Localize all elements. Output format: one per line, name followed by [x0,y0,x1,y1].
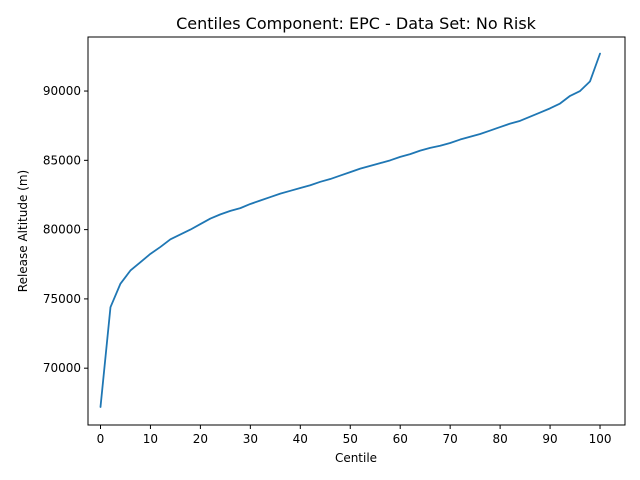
x-tick-label: 60 [393,432,408,446]
x-tick-label: 20 [193,432,208,446]
y-tick-label: 90000 [43,84,81,98]
x-tick-label: 30 [243,432,258,446]
y-tick-label: 85000 [43,153,81,167]
x-tick-label: 70 [443,432,458,446]
y-tick-label: 80000 [43,223,81,237]
series-line [99,52,601,408]
x-tick-label: 90 [542,432,557,446]
x-tick-label: 50 [343,432,358,446]
x-tick-label: 0 [97,432,105,446]
y-tick-label: 75000 [43,292,81,306]
x-axis-label: Centile [335,451,377,465]
x-tick-label: 10 [143,432,158,446]
x-tick-label: 100 [589,432,612,446]
y-tick-label: 70000 [43,361,81,375]
axes-frame [87,36,626,426]
tick-layer: 0 10 20 30 40 50 60 70 80 90 100 70000 75000 80000 850… [43,84,612,446]
plot-area [99,52,601,408]
x-tick-label: 80 [492,432,507,446]
y-axis-label: Release Altitude (m) [16,170,30,292]
chart-title: Centiles Component: EPC - Data Set: No R… [176,14,537,33]
x-tick-label: 40 [293,432,308,446]
